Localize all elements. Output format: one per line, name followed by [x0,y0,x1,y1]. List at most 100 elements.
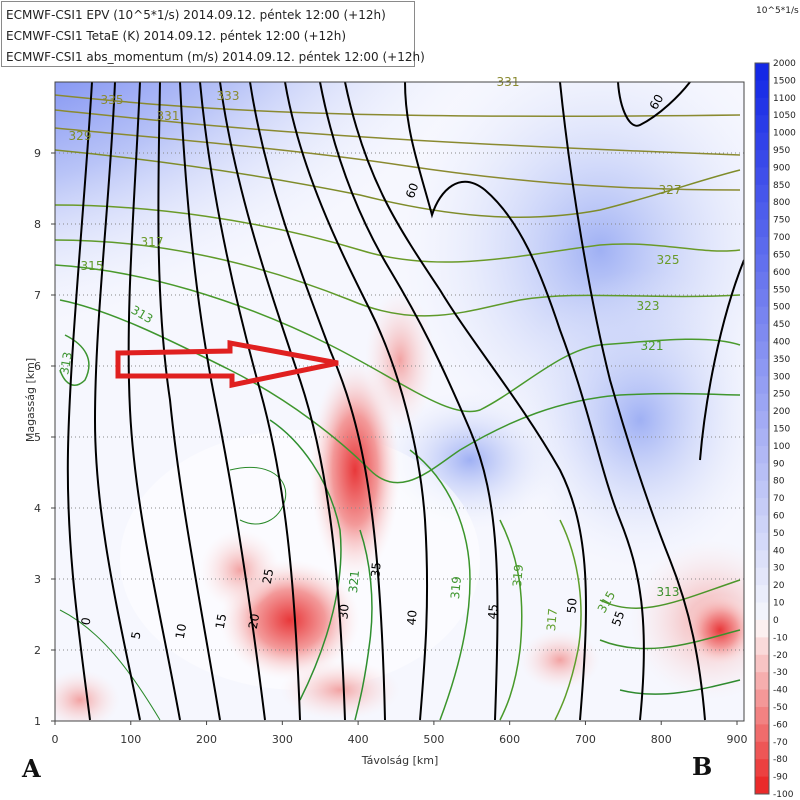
momentum-label-30: 30 [336,603,351,619]
x-tick-label: 700 [575,733,596,746]
x-axis: 0 100 200 300 400 500 600 700 800 900 [52,721,748,746]
colorbar-label: -100 [773,790,794,800]
colorbar-swatch [755,341,769,360]
colorbar-label: 150 [773,425,790,435]
colorbar-swatch [755,428,769,447]
tetae-label-315: 315 [81,259,104,273]
tetae-label-319: 319 [448,576,464,600]
x-axis-title: Távolság [km] [361,754,439,767]
colorbar-swatch [755,150,769,168]
colorbar-swatch [755,550,769,569]
legend-line-epv: ECMWF-CSI1 EPV (10^5*1/s) 2014.09.12. pé… [6,8,386,22]
colorbar-swatch [755,776,769,795]
tetae-label-313-left: 313 [57,351,75,376]
colorbar-swatch [755,358,769,377]
colorbar-unit: 10^5*1/s [756,6,799,16]
colorbar-swatch [755,167,769,186]
colorbar: 2000150011001050100095090085080075070065… [754,59,796,800]
legend-line-tetae: ECMWF-CSI1 TetaE (K) 2014.09.12. péntek … [6,29,347,43]
momentum-label-40: 40 [404,609,419,625]
momentum-label-5: 5 [129,630,144,640]
momentum-label-45: 45 [485,603,500,619]
x-tick-label: 400 [348,733,369,746]
y-tick-label: 4 [34,502,41,515]
colorbar-swatch [755,80,769,99]
plot-frame [54,81,745,722]
colorbar-swatch [755,132,769,151]
colorbar-label: 450 [773,320,790,330]
y-axis-title: Magasság [km] [24,358,37,442]
colorbar-label: -90 [773,773,788,783]
colorbar-label: 50 [773,529,785,539]
colorbar-swatch [755,97,769,116]
y-tick-label: 8 [34,218,41,231]
tetae-label-327: 327 [659,183,682,197]
colorbar-label: -20 [773,651,788,661]
colorbar-label: 600 [773,268,790,278]
tetae-label-321-low: 321 [346,570,362,594]
y-tick-label: 6 [34,360,41,373]
colorbar-label: -50 [773,703,788,713]
x-tick-label: 300 [272,733,293,746]
colorbar-swatch [755,289,769,308]
legend-line-abs-momentum: ECMWF-CSI1 abs_momentum (m/s) 2014.09.12… [6,50,425,64]
colorbar-swatch [755,202,769,221]
tetae-label-317-low: 317 [544,608,560,632]
colorbar-label: 200 [773,407,790,417]
colorbar-label: 700 [773,233,790,243]
y-axis: 1 2 3 4 5 6 7 8 9 [34,147,55,728]
y-tick-label: 5 [34,431,41,444]
colorbar-swatch [755,532,769,551]
momentum-label-60-top: 60 [647,92,667,112]
colorbar-label: -10 [773,633,788,643]
abs-momentum-contours [66,82,744,721]
x-tick-label: 600 [499,733,520,746]
point-b-label: B [692,752,712,781]
colorbar-label: 1050 [773,111,796,121]
grid-lines [55,152,744,651]
colorbar-swatch [755,480,769,499]
tetae-label-321: 321 [641,339,664,353]
colorbar-swatch [755,654,769,673]
x-tick-label: 200 [196,733,217,746]
colorbar-swatch [755,515,769,534]
momentum-label-55: 55 [609,609,627,628]
colorbar-swatch [755,567,769,586]
colorbar-label: 90 [773,459,785,469]
colorbar-swatch [755,184,769,203]
colorbar-swatch [755,324,769,342]
colorbar-label: 20 [773,581,785,591]
tetae-label-331: 331 [157,109,180,123]
x-tick-label: 100 [120,733,141,746]
colorbar-label: 2000 [773,59,796,69]
momentum-label-60-mid: 60 [403,181,421,200]
colorbar-swatch [755,393,769,412]
colorbar-swatch [755,306,769,325]
colorbar-swatch [755,585,769,604]
colorbar-label: 350 [773,355,790,365]
annotation-arrow [115,339,339,389]
momentum-label-25: 25 [260,568,276,585]
colorbar-label: -30 [773,668,788,678]
colorbar-swatch [755,672,769,691]
colorbar-label: 40 [773,546,785,556]
x-tick-label: 900 [727,733,748,746]
colorbar-label: -60 [773,720,788,730]
momentum-label-0: 0 [79,616,94,626]
colorbar-frame [754,62,770,795]
colorbar-label: 900 [773,163,790,173]
colorbar-swatch [755,254,769,273]
momentum-label-10: 10 [173,623,189,640]
colorbar-label: 750 [773,216,790,226]
y-tick-label: 7 [34,289,41,302]
colorbar-swatch [755,602,769,621]
colorbar-label: 60 [773,512,785,522]
colorbar-label: 850 [773,181,790,191]
momentum-label-20: 20 [246,613,262,630]
colorbar-label: -40 [773,686,788,696]
colorbar-label: 10 [773,599,785,609]
tetae-label-333: 333 [217,89,240,103]
momentum-label-50: 50 [564,597,579,613]
colorbar-label: 550 [773,285,790,295]
